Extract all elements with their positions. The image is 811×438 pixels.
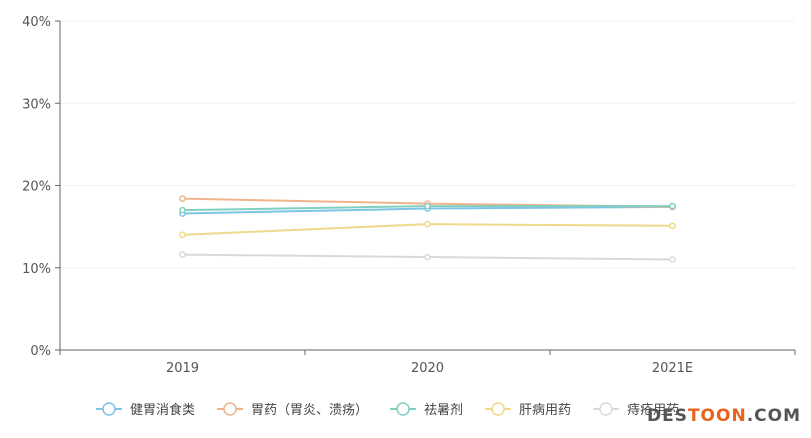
y-tick-label: 10%: [22, 262, 51, 277]
legend-marker-icon: [599, 402, 613, 416]
data-point: [179, 251, 186, 258]
legend[interactable]: 健胃消食类 胃药（胃炎、溃疡） 祛暑剂 肝病用药 痔疮用药: [96, 402, 679, 418]
legend-marker-icon: [491, 402, 505, 416]
legend-label: 痔疮用药: [627, 402, 679, 418]
data-point: [179, 231, 186, 239]
series-3: [179, 220, 676, 239]
data-point: [179, 195, 186, 203]
gridlines: [60, 20, 795, 269]
data-point: [424, 253, 431, 261]
legend-label: 肝病用药: [519, 403, 571, 418]
data-point: [424, 202, 431, 210]
legend-label: 健胃消食类: [130, 402, 195, 418]
watermark: DESTOON.COM: [647, 406, 801, 426]
y-tick-label: 0%: [30, 344, 51, 359]
x-tick-label: 2020: [411, 361, 444, 376]
legend-label: 胃药（胃炎、溃疡）: [251, 403, 368, 418]
legend-item-3[interactable]: 肝病用药: [485, 402, 571, 418]
watermark-prefix: DES: [646, 406, 688, 426]
legend-item-4[interactable]: 痔疮用药: [593, 402, 679, 418]
data-point: [179, 206, 186, 214]
x-tick-label: 2021E: [652, 361, 693, 376]
legend-marker-icon: [223, 402, 237, 416]
x-tick-label: 2019: [166, 361, 199, 376]
data-point: [669, 222, 676, 230]
y-tick-label: 30%: [22, 97, 51, 112]
series-2: [179, 202, 676, 214]
x-axis-ticks: 2019 2020 2021E: [59, 350, 796, 376]
y-tick-label: 40%: [22, 15, 51, 30]
watermark-suffix: .COM: [746, 406, 801, 426]
legend-item-2[interactable]: 祛暑剂: [390, 402, 463, 418]
y-axis-ticks: 0% 10% 20% 30% 40%: [22, 15, 60, 359]
y-tick-label: 20%: [22, 180, 51, 195]
legend-item-1[interactable]: 胃药（胃炎、溃疡）: [217, 402, 368, 418]
data-point: [669, 256, 676, 263]
legend-label: 祛暑剂: [424, 402, 463, 418]
watermark-accent: TOON: [687, 406, 747, 426]
legend-item-0[interactable]: 健胃消食类: [96, 402, 195, 418]
data-point: [669, 202, 676, 210]
series-lines: [179, 195, 676, 263]
legend-marker-icon: [396, 402, 410, 416]
legend-marker-icon: [102, 402, 116, 416]
series-4: [179, 251, 676, 263]
data-point: [424, 220, 431, 228]
